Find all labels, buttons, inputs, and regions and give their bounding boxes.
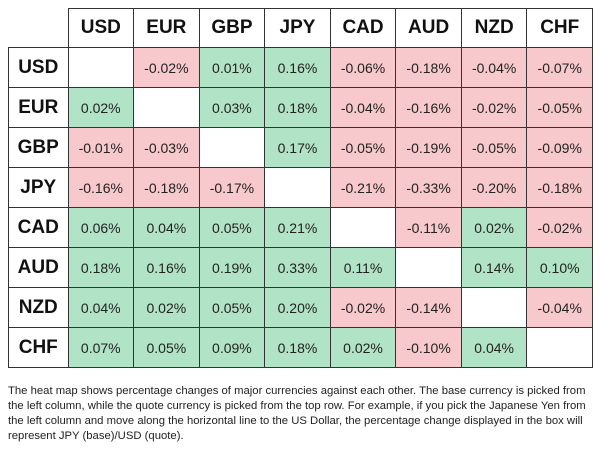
row: NZD 0.04% 0.02% 0.05% 0.20% -0.02% -0.14% -0.04… — [8, 287, 593, 328]
value-cell: -0.06% — [329, 47, 397, 88]
row-header: CAD — [8, 207, 69, 248]
currency-table: USD EUR GBP JPY CAD AUD NZD CHF USD -0.02% 0.01% 0… — [8, 8, 593, 368]
row: GBP -0.01% -0.03% 0.17% -0.05% -0.19% -0.05% -0… — [8, 127, 593, 168]
value-cell: -0.04% — [460, 47, 528, 88]
value-cell: 0.02% — [460, 207, 528, 248]
column-header: EUR — [133, 8, 200, 48]
value-cell: 0.33% — [264, 247, 331, 288]
value-cell: -0.18% — [395, 47, 462, 88]
value-cell: -0.18% — [133, 167, 200, 208]
value-cell: 0.14% — [460, 247, 528, 288]
value-cell: 0.18% — [67, 247, 135, 288]
row-header: NZD — [8, 287, 69, 328]
value-cell: -0.02% — [133, 47, 200, 88]
column-header: USD — [67, 8, 135, 48]
value-cell: 0.09% — [198, 327, 266, 368]
column-header: CAD — [329, 8, 397, 48]
value-cell: 0.04% — [460, 327, 528, 368]
column-header: NZD — [460, 8, 528, 48]
value-cell: 0.05% — [198, 287, 266, 328]
value-cell: -0.02% — [460, 87, 528, 128]
heat-map: USD EUR GBP JPY CAD AUD NZD CHF USD -0.02% 0.01% 0… — [8, 8, 593, 368]
row: AUD 0.18% 0.16% 0.19% 0.33% 0.11% 0.14% 0.10% — [8, 247, 593, 288]
value-cell: 0.20% — [264, 287, 331, 328]
value-cell: -0.02% — [329, 287, 397, 328]
value-cell: 0.02% — [329, 327, 397, 368]
value-cell: -0.16% — [395, 87, 462, 128]
value-cell: 0.21% — [264, 207, 331, 248]
row-header: GBP — [8, 127, 69, 168]
value-cell: 0.04% — [133, 207, 200, 248]
empty-cell — [133, 87, 200, 128]
value-cell: -0.19% — [395, 127, 462, 168]
column-header: CHF — [526, 8, 593, 48]
row-header: AUD — [8, 247, 69, 288]
value-cell: 0.06% — [67, 207, 135, 248]
column-header: AUD — [395, 8, 462, 48]
value-cell: 0.07% — [67, 327, 135, 368]
value-cell: -0.17% — [198, 167, 266, 208]
value-cell: -0.33% — [395, 167, 462, 208]
value-cell: 0.16% — [133, 247, 200, 288]
value-cell: -0.16% — [67, 167, 135, 208]
value-cell: 0.10% — [526, 247, 593, 288]
row: EUR 0.02% 0.03% 0.18% -0.04% -0.16% -0.02% -0.0… — [8, 87, 593, 128]
value-cell: -0.07% — [526, 47, 593, 88]
value-cell: 0.17% — [264, 127, 331, 168]
row: CAD 0.06% 0.04% 0.05% 0.21% -0.11% 0.02% -0.02% — [8, 207, 593, 248]
value-cell: 0.04% — [67, 287, 135, 328]
value-cell: 0.16% — [264, 47, 331, 88]
value-cell: 0.02% — [133, 287, 200, 328]
table-body: USD -0.02% 0.01% 0.16% -0.06% -0.18% -0.04% -0.… — [8, 47, 593, 368]
empty-cell — [329, 207, 397, 248]
value-cell: -0.03% — [133, 127, 200, 168]
value-cell: 0.01% — [198, 47, 266, 88]
value-cell: 0.18% — [264, 327, 331, 368]
row-header: EUR — [8, 87, 69, 128]
value-cell: 0.02% — [67, 87, 135, 128]
row: CHF 0.07% 0.05% 0.09% 0.18% 0.02% -0.10% 0.04% — [8, 327, 593, 368]
value-cell: -0.21% — [329, 167, 397, 208]
value-cell: -0.11% — [395, 207, 462, 248]
value-cell: 0.05% — [198, 207, 266, 248]
value-cell: 0.19% — [198, 247, 266, 288]
row: USD -0.02% 0.01% 0.16% -0.06% -0.18% -0.04% -0.… — [8, 47, 593, 88]
value-cell: -0.05% — [526, 87, 593, 128]
corner — [9, 9, 69, 48]
value-cell: 0.05% — [133, 327, 200, 368]
value-cell: 0.11% — [329, 247, 397, 288]
value-cell: -0.01% — [67, 127, 135, 168]
header-row: USD EUR GBP JPY CAD AUD NZD CHF — [9, 8, 593, 48]
value-cell: -0.20% — [460, 167, 528, 208]
value-cell: -0.09% — [526, 127, 593, 168]
value-cell: -0.05% — [329, 127, 397, 168]
row-header: JPY — [8, 167, 69, 208]
row-header: USD — [8, 47, 69, 88]
value-cell: -0.04% — [526, 287, 593, 328]
empty-cell — [67, 47, 135, 88]
value-cell: -0.18% — [526, 167, 593, 208]
value-cell: -0.04% — [329, 87, 397, 128]
value-cell: 0.18% — [264, 87, 331, 128]
empty-cell — [460, 287, 528, 328]
column-header: JPY — [264, 8, 331, 48]
value-cell: -0.10% — [395, 327, 462, 368]
value-cell: 0.03% — [198, 87, 266, 128]
empty-cell — [264, 167, 331, 208]
footnote: The heat map shows percentage changes of… — [8, 385, 586, 442]
value-cell: -0.05% — [460, 127, 528, 168]
empty-cell — [526, 327, 593, 368]
row: JPY -0.16% -0.18% -0.17% -0.21% -0.33% -0.20% -… — [8, 167, 593, 208]
value-cell: -0.02% — [526, 207, 593, 248]
empty-cell — [198, 127, 266, 168]
value-cell: -0.14% — [395, 287, 462, 328]
column-header: GBP — [198, 8, 266, 48]
row-header: CHF — [8, 327, 69, 368]
empty-cell — [395, 247, 462, 288]
